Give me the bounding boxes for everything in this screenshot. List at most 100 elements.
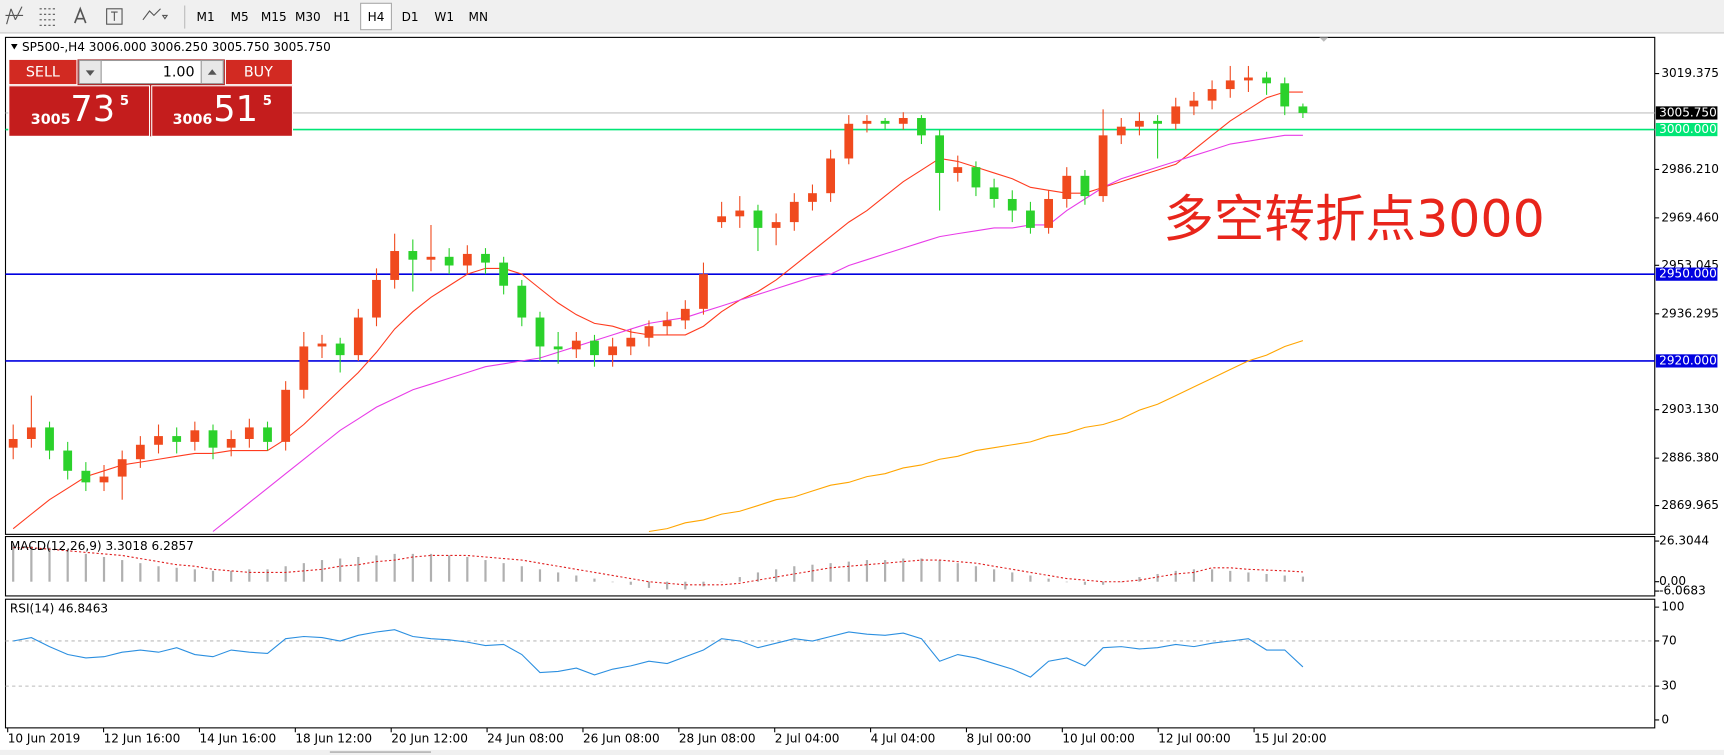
macd-bar [175,567,178,582]
rsi-tick-label: 70 [1661,633,1676,647]
timeframe-button[interactable]: M15 [261,10,287,24]
timeframe-button[interactable]: M5 [231,10,249,24]
icon-lines[interactable] [5,6,24,25]
timeframe-button[interactable]: M1 [197,10,215,24]
candle-body [1116,126,1126,136]
timeframe-button[interactable]: W1 [434,10,454,24]
timeframe-button[interactable]: H4 [368,10,385,24]
macd-bar [357,556,360,582]
tab-strip [0,749,1724,755]
candle-body [444,256,454,266]
candle-body [771,222,781,228]
candle-body [1062,175,1072,199]
icon-objects[interactable] [142,8,169,21]
sell-label[interactable]: SELL [26,65,60,81]
candle-body [844,123,854,159]
candle-body [898,118,908,124]
icon-fibo[interactable] [39,8,58,26]
moving-average [212,134,1303,532]
candle-body [426,256,436,260]
macd-bar [702,581,705,587]
candle-body [135,444,145,460]
macd-panel [4,536,1656,597]
macd-bar [756,572,760,582]
icon-label[interactable] [106,8,123,25]
candle-body [826,158,836,194]
candle-body [390,251,400,280]
header-arrow [10,43,18,50]
macd-tick-label: 26.3044 [1659,534,1709,548]
macd-bar [902,558,905,582]
macd-bar [1083,581,1087,585]
macd-bar [738,577,741,582]
icon-text[interactable] [73,6,87,24]
buy-button[interactable] [224,58,294,86]
annotation: 多空转折点3000 [1163,190,1545,249]
candle-body [989,187,999,199]
candle-body [1225,80,1235,90]
macd-bar [302,563,305,582]
ask-box[interactable] [151,85,294,137]
macd-bar [502,563,505,582]
candle-body [1026,210,1035,228]
macd-bar [1029,575,1032,582]
candle-body [535,317,545,347]
candle-body [862,120,872,124]
macd-bar [1229,570,1232,582]
candle-body [662,320,672,327]
timeframe-button[interactable]: M30 [295,10,321,24]
macd-bar [193,569,196,582]
icon-label-t[interactable] [111,11,118,21]
x-tick-label: 28 Jun 08:00 [679,731,756,745]
macd-bar [829,563,832,582]
ask-frac: 5 [263,94,272,109]
macd-bar [211,570,215,582]
macd-bar [30,546,33,582]
x-tick-label: 2 Jul 04:00 [775,731,840,745]
macd-bar [84,553,87,582]
timeframe-button[interactable]: D1 [402,10,419,24]
macd-bar [230,570,233,582]
x-tick-label: 4 Jul 04:00 [871,731,936,745]
candle-body [1207,89,1217,101]
macd-bar [1265,573,1268,582]
candle-body [699,274,708,309]
candle-body [644,326,654,338]
timeframe-button[interactable]: H1 [334,10,351,24]
macd-signal [13,547,1303,586]
lots-up-arrow [207,69,217,75]
x-tick-label: 12 Jun 16:00 [104,731,181,745]
candle-body [553,346,563,350]
candle-body [117,459,127,477]
bid-box[interactable] [8,85,151,137]
candle-body [880,120,890,124]
candle-body [1044,198,1053,228]
macd-bar [1174,570,1177,582]
macd-bar [811,564,814,582]
macd-bar [466,556,469,582]
sell-button[interactable] [8,58,78,86]
lots-value[interactable]: 1.00 [163,65,195,81]
last-price-label: 3005.750 [1659,105,1717,119]
candle-body [462,253,472,266]
candle-body [626,337,636,347]
candle-body [226,438,236,448]
candle-body [917,118,926,136]
macd-bar [557,572,560,582]
macd-bar [1192,569,1196,582]
ask-big: 3006 [173,112,213,128]
macd-tick-label: 0.00 [1659,574,1686,588]
y-tick-label: 2936.295 [1661,306,1719,320]
candle-body [789,201,799,223]
timeframe-button[interactable]: MN [469,10,488,24]
macd-bar [339,558,342,582]
one-click-trading: SELL 1.00 BUY 3005 73 5 3006 51 5 [8,58,294,137]
macd-bar [429,553,433,582]
macd-bar [575,575,578,582]
x-tick-label: 18 Jun 12:00 [295,731,372,745]
buy-label[interactable]: BUY [244,65,273,81]
candle-body [971,167,981,188]
candle-body [281,389,291,442]
macd-bar [139,563,142,582]
macd-bar [375,555,378,582]
